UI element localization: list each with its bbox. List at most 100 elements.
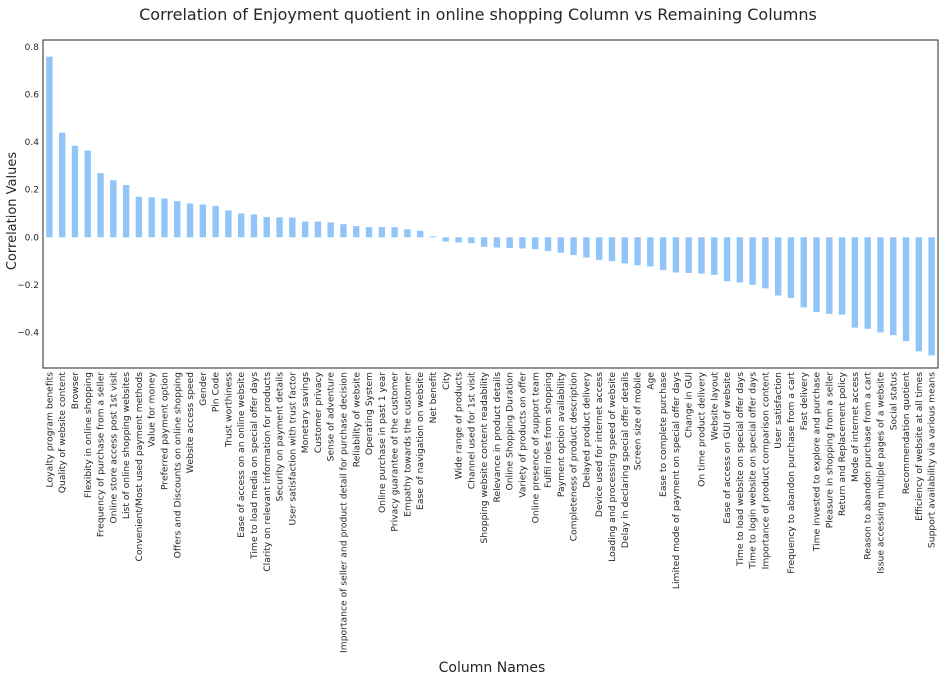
- bar: [468, 237, 475, 244]
- bar: [749, 237, 756, 285]
- x-tick-label: Importance of seller and product detail …: [338, 372, 349, 653]
- x-tick-label: Channel used for 1st visit: [466, 372, 477, 490]
- y-axis-label: Correlation Values: [5, 152, 20, 271]
- x-tick-label: Delayed product delivery: [581, 371, 592, 487]
- x-tick-label: Importance of product comparison content: [760, 372, 771, 570]
- bar: [327, 222, 334, 238]
- x-tick-label: Screen size of mobile: [633, 372, 644, 471]
- bar: [199, 204, 207, 238]
- x-tick-label: User satisfaction: [773, 372, 784, 449]
- x-tick-label: Pin Code: [211, 372, 222, 413]
- bar: [378, 227, 386, 238]
- x-tick-label: Online store access post 1st visit: [108, 372, 119, 524]
- x-tick-label: Online presence of support team: [530, 372, 541, 523]
- x-tick-label: Reason to abandon purchase from a cart: [863, 372, 874, 560]
- bar: [902, 237, 910, 342]
- chart-title: Correlation of Enjoyment quotient in onl…: [139, 5, 817, 24]
- x-tick-label: Security on payment details: [275, 372, 286, 502]
- x-tick-label: Online Shopping Duration: [505, 372, 516, 491]
- x-tick-label: Payment option availability: [556, 371, 567, 497]
- x-tick-label: Website access speed: [185, 372, 196, 473]
- y-tick-label: −0.2: [17, 281, 39, 291]
- x-tick-label: Issue accessing multiple pages of a webs…: [875, 372, 886, 574]
- bars-group: [46, 56, 935, 356]
- bar: [787, 237, 795, 298]
- y-tick-label: 0.0: [25, 233, 40, 243]
- bar: [186, 203, 194, 238]
- plot-frame: [42, 39, 939, 369]
- bar: [544, 237, 552, 252]
- x-tick-label: List of online shopping websites: [121, 372, 132, 519]
- x-tick-label: Browser: [70, 372, 81, 409]
- x-tick-label: Customer privacy: [313, 371, 324, 453]
- bar: [442, 237, 449, 242]
- x-tick-label: Offers and Discounts on online shopping: [172, 372, 183, 558]
- x-tick-label: Ease of access on GUI of website: [722, 372, 733, 524]
- bar: [723, 237, 731, 282]
- x-tick-label: Convenient/Most used payment methods: [134, 372, 145, 562]
- x-tick-label: Time invested to explore and purchase: [812, 372, 823, 553]
- y-tick-label: 0.4: [25, 138, 40, 148]
- bar: [519, 237, 526, 249]
- x-tick-label: User satisfaction with trust factor: [287, 372, 298, 526]
- y-ticks-group: −0.4 −0.2 0.0 0.2 0.4 0.6 0.8: [17, 43, 39, 338]
- bar: [864, 237, 871, 329]
- x-tick-label: Time to login website on special offer d…: [748, 372, 759, 570]
- x-tick-label: Limited mode of payment on special offer…: [671, 372, 682, 589]
- bar: [174, 201, 181, 238]
- x-tick-label: Change in GUI: [684, 372, 695, 438]
- bar: [237, 213, 245, 238]
- y-tick-label: 0.6: [25, 91, 40, 101]
- x-tick-label: Delay in declaring special offer details: [620, 372, 631, 548]
- x-tick-label: Empathy towards the customer: [402, 372, 413, 517]
- bar: [365, 227, 373, 238]
- bar: [353, 226, 360, 238]
- bar: [672, 237, 680, 273]
- bar: [416, 230, 424, 238]
- bar: [659, 237, 667, 271]
- bar: [250, 214, 258, 238]
- x-tick-label: Efficiency of website at all times: [914, 372, 925, 521]
- x-tick-label: Completeness of product description: [569, 372, 580, 542]
- x-tick-label: Monetary savings: [300, 372, 311, 453]
- x-tick-label: City: [441, 371, 452, 390]
- x-tick-label: Ease of access on an online website: [236, 372, 247, 538]
- x-tick-label: Time to load website on special offer da…: [735, 372, 746, 567]
- bar: [736, 237, 744, 283]
- bar: [774, 237, 782, 296]
- x-tick-label: Website layout: [709, 372, 720, 441]
- bar: [429, 236, 437, 238]
- x-tick-label: Net benefit: [428, 372, 439, 424]
- bar: [58, 132, 66, 238]
- bar: [122, 184, 130, 238]
- bar: [647, 237, 654, 267]
- x-tick-label: On time product delivery: [696, 371, 707, 486]
- bar: [225, 210, 232, 238]
- y-tick-label: 0.8: [25, 43, 40, 53]
- x-tick-label: Value for money: [147, 371, 158, 447]
- bar: [263, 217, 270, 238]
- x-tick-label: Sense of adventure: [326, 372, 337, 462]
- x-tick-label: Reliability of website: [351, 372, 362, 468]
- x-tick-label: Device used for internet access: [594, 372, 605, 517]
- x-tick-label: Preferred payment option: [159, 372, 170, 490]
- x-tick-label: Ease to complete purchase: [658, 372, 669, 497]
- bar: [877, 237, 884, 333]
- bar: [698, 237, 705, 274]
- x-ticks-group: Loyalty program benefits Quality of websi…: [44, 371, 937, 653]
- x-tick-label: Social status: [888, 372, 899, 431]
- x-tick-label: Recommendation quotient: [901, 372, 912, 495]
- bar: [391, 227, 398, 238]
- bar: [276, 217, 283, 238]
- x-tick-label: Fast delivery: [799, 371, 810, 430]
- bar: [685, 237, 692, 273]
- bar: [813, 237, 820, 313]
- x-tick-label: Return and Replacement policy: [837, 371, 848, 516]
- bar: [634, 237, 641, 266]
- bar: [762, 237, 769, 289]
- x-tick-label: Clarity on relevant information for prod…: [262, 372, 273, 572]
- bar: [851, 237, 859, 328]
- x-tick-label: Age: [645, 372, 656, 390]
- x-tick-label: Pleasure in shopping from a seller: [824, 372, 835, 528]
